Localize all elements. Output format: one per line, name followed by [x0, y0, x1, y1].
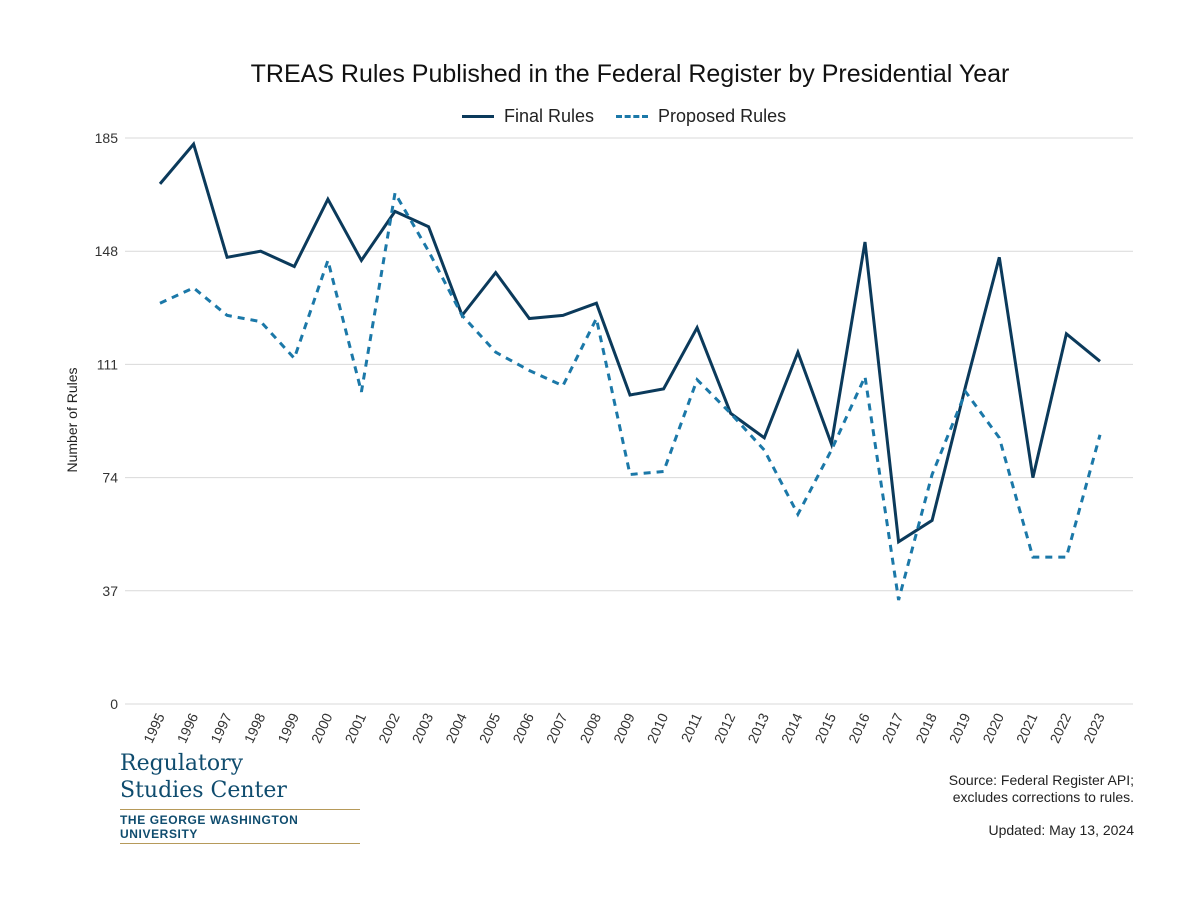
x-tick-label: 2020	[979, 710, 1007, 745]
rsc-logo: Regulatory Studies Center THE GEORGE WAS…	[120, 750, 360, 844]
x-tick-label: 2011	[678, 710, 705, 744]
x-tick-label: 2017	[879, 710, 907, 745]
logo-university: THE GEORGE WASHINGTON UNIVERSITY	[120, 813, 299, 841]
x-tick-label: 2002	[375, 710, 403, 745]
y-tick-label: 111	[97, 356, 118, 372]
x-tick-label: 2007	[543, 710, 571, 745]
y-tick-label: 74	[102, 470, 118, 486]
legend-label-proposed: Proposed Rules	[658, 106, 787, 126]
legend: Final Rules Proposed Rules	[462, 106, 808, 127]
logo-line-2: Studies Center	[120, 778, 287, 803]
x-tick-label: 2015	[811, 710, 839, 745]
x-tick-label: 2014	[778, 710, 806, 745]
y-axis-label: Number of Rules	[64, 367, 80, 473]
logo-divider	[120, 809, 360, 810]
x-tick-label: 2018	[912, 710, 940, 745]
x-tick-label: 2012	[711, 710, 739, 745]
updated-date: Updated: May 13, 2024	[988, 822, 1134, 838]
x-tick-label: 2006	[509, 710, 537, 745]
x-tick-label: 2008	[576, 710, 604, 745]
x-tick-label: 2003	[409, 710, 437, 745]
logo-divider-bottom	[120, 843, 360, 844]
y-tick-label: 185	[95, 130, 119, 146]
legend-swatch-proposed	[616, 115, 649, 118]
legend-item-proposed: Proposed Rules	[616, 106, 786, 127]
x-tick-label: 2004	[442, 710, 470, 745]
y-tick-label: 148	[95, 243, 119, 259]
x-tick-label: 2013	[744, 710, 772, 745]
x-tick-label: 2009	[610, 710, 638, 745]
y-tick-label: 0	[110, 696, 118, 712]
x-tick-label: 1995	[140, 710, 168, 745]
x-tick-label: 2010	[644, 710, 672, 745]
x-tick-label: 1999	[274, 710, 302, 745]
x-tick-label: 2023	[1080, 710, 1108, 745]
series-line-final-rules	[158, 141, 1101, 545]
x-tick-label: 1996	[174, 710, 202, 745]
x-tick-label: 2000	[308, 710, 336, 745]
x-tick-label: 2022	[1046, 710, 1074, 745]
legend-item-final: Final Rules	[462, 106, 594, 127]
source-note: Source: Federal Register API; excludes c…	[949, 772, 1134, 806]
source-line-2: excludes corrections to rules.	[952, 789, 1134, 805]
x-tick-label: 1998	[241, 710, 269, 745]
legend-label-final: Final Rules	[504, 106, 595, 126]
x-tick-label: 2005	[476, 710, 504, 745]
logo-line-1: Regulatory	[120, 751, 244, 776]
x-tick-label: 2016	[845, 710, 873, 745]
chart-title: TREAS Rules Published in the Federal Reg…	[250, 60, 1010, 88]
x-tick-label: 2019	[946, 710, 974, 745]
x-tick-label: 1997	[207, 710, 235, 745]
y-tick-label: 37	[102, 583, 118, 599]
legend-swatch-final	[462, 115, 494, 118]
source-line-1: Source: Federal Register API;	[948, 772, 1134, 788]
x-tick-label: 2021	[1013, 710, 1041, 745]
x-tick-label: 2001	[341, 710, 369, 745]
